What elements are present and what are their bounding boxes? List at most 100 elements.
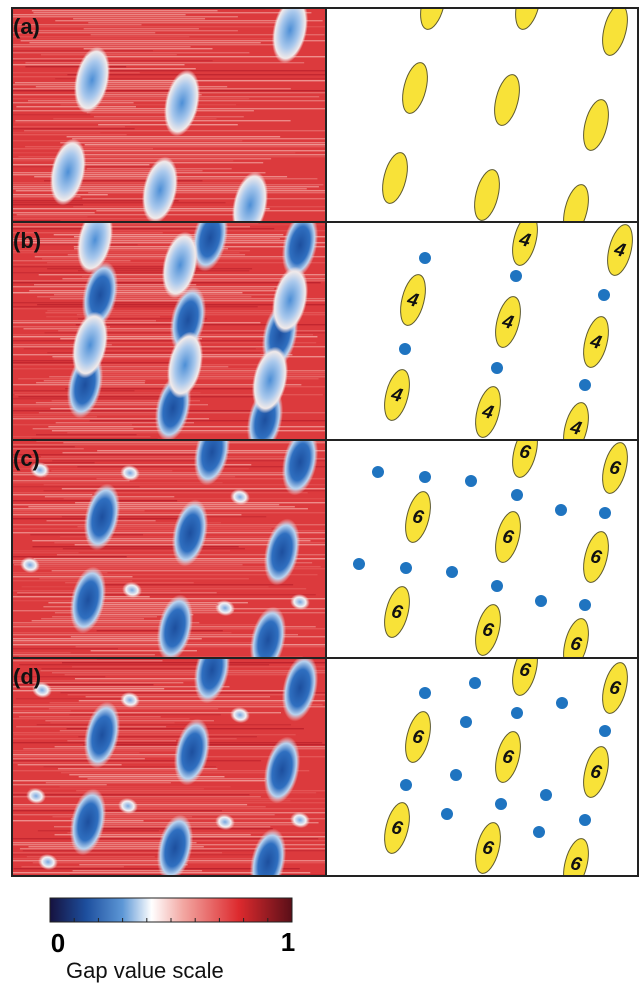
map-streak	[28, 506, 294, 507]
colorbar: 0 1 Gap value scale	[50, 898, 295, 983]
map-streak	[0, 228, 274, 229]
map-streak	[0, 424, 132, 425]
map-streak	[49, 708, 218, 709]
panel-label: (b)	[13, 228, 41, 253]
map-streak	[92, 824, 297, 825]
map-streak	[89, 836, 342, 837]
map-streak	[48, 426, 324, 427]
map-streak	[13, 734, 295, 735]
map-streak	[65, 674, 291, 675]
map-streak	[88, 584, 293, 585]
map-streak	[0, 770, 309, 771]
map-streak	[51, 470, 172, 471]
map-streak	[52, 616, 157, 617]
map-streak	[32, 38, 292, 39]
map-streak	[0, 286, 291, 287]
map-streak	[0, 580, 132, 581]
map-streak	[0, 752, 139, 753]
map-streak	[7, 784, 107, 785]
map-streak	[0, 494, 92, 495]
map-streak	[16, 106, 136, 107]
map-streak	[33, 12, 311, 13]
map-streak	[75, 678, 200, 679]
map-streak	[29, 42, 260, 43]
map-streak	[90, 420, 365, 421]
map-streak	[0, 364, 275, 365]
map-streak	[0, 216, 88, 217]
panel-label: (d)	[13, 664, 41, 689]
map-streak	[60, 730, 203, 731]
map-streak	[0, 282, 321, 283]
map-streak	[0, 320, 156, 321]
map-streak	[94, 96, 319, 97]
map-streak	[0, 152, 295, 153]
map-streak	[60, 786, 231, 787]
map-streak	[12, 44, 296, 45]
map-streak	[36, 434, 137, 435]
map-streak	[0, 306, 258, 307]
map-streak	[71, 636, 351, 637]
map-streak	[4, 814, 274, 815]
map-streak	[97, 70, 344, 71]
figure: (a)44444444(b)66666666(c)66666666(d) 0 1…	[0, 0, 639, 984]
map-streak	[0, 182, 247, 183]
map-streak	[88, 530, 352, 531]
map-streak	[34, 568, 343, 569]
map-streak	[0, 102, 134, 103]
dot	[419, 687, 431, 699]
panel-label: (c)	[13, 446, 40, 471]
dot	[535, 595, 547, 607]
colorbar-max: 1	[281, 927, 295, 957]
map-streak	[90, 628, 356, 629]
map-streak	[33, 428, 134, 429]
map-streak	[0, 172, 265, 173]
dot	[465, 475, 477, 487]
map-streak	[21, 866, 123, 867]
map-streak	[47, 310, 278, 311]
map-streak	[0, 486, 140, 487]
map-streak	[6, 492, 307, 493]
map-streak	[0, 354, 292, 355]
map-streak	[46, 782, 171, 783]
map-streak	[4, 218, 156, 219]
dot	[372, 466, 384, 478]
map-streak	[13, 50, 153, 51]
map-streak	[0, 480, 129, 481]
map-streak	[0, 780, 265, 781]
map-streak	[3, 458, 325, 459]
map-streak	[88, 588, 306, 589]
map-streak	[10, 436, 150, 437]
map-streak	[50, 702, 304, 703]
dot	[599, 725, 611, 737]
map-streak	[8, 510, 145, 511]
map-streak	[0, 114, 90, 115]
map-streak	[84, 28, 199, 29]
map-streak	[44, 490, 371, 491]
map-streak	[89, 822, 318, 823]
map-streak	[67, 136, 281, 137]
dot	[533, 826, 545, 838]
map-streak	[11, 660, 163, 661]
map-streak	[14, 122, 130, 123]
map-streak	[0, 322, 260, 323]
map-streak	[0, 212, 95, 213]
map-streak	[15, 120, 290, 121]
map-streak	[0, 158, 271, 159]
dot	[511, 489, 523, 501]
map-streak	[16, 698, 136, 699]
map-streak	[0, 240, 296, 241]
map-streak	[0, 110, 254, 111]
map-streak	[81, 366, 228, 367]
dot	[460, 716, 472, 728]
dot	[419, 471, 431, 483]
dot	[450, 769, 462, 781]
dot	[540, 789, 552, 801]
map-streak	[0, 134, 127, 135]
map-streak	[0, 706, 331, 707]
map-streak	[23, 328, 195, 329]
map-streak	[22, 586, 269, 587]
map-streak	[0, 132, 100, 133]
dot	[598, 289, 610, 301]
map-streak	[32, 546, 238, 547]
